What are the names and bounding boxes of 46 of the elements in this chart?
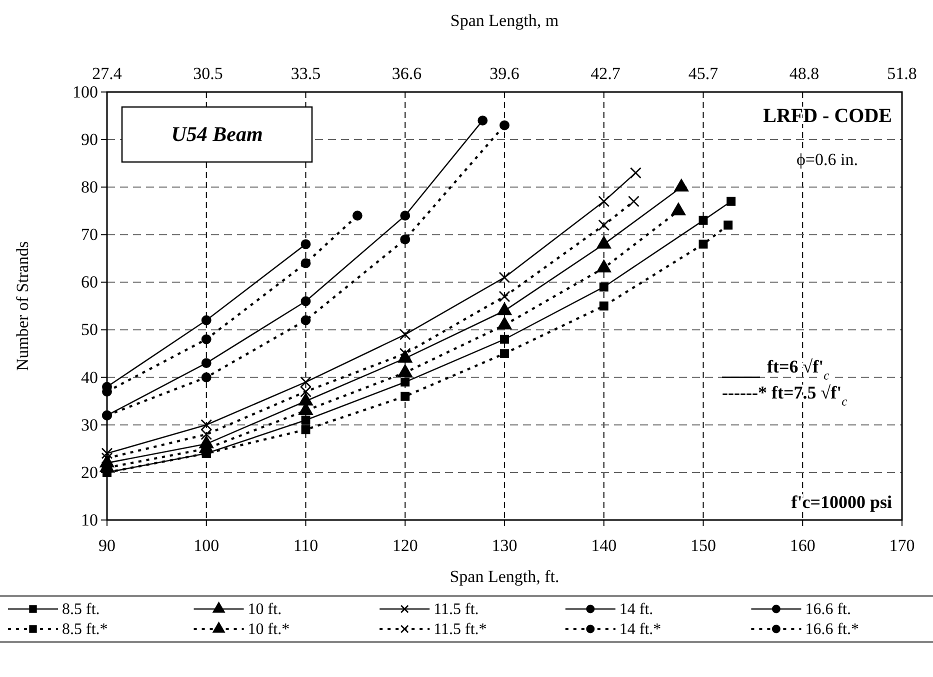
x2-axis-title: Span Length, m: [450, 11, 559, 30]
y-tick-label: 80: [81, 178, 98, 197]
annotation: ϕ=0.6 in.: [796, 150, 858, 169]
y-tick-label: 60: [81, 272, 98, 292]
x-tick-label: 100: [194, 536, 220, 556]
y-tick-label: 10: [81, 510, 98, 530]
x-tick-label: 120: [392, 536, 418, 556]
x2-tick-label: 30.5: [193, 64, 223, 83]
y-tick-label: 70: [81, 225, 98, 244]
x-tick-label: 150: [690, 536, 716, 556]
legend-label: 11.5 ft.*: [434, 621, 487, 638]
legend-label: 16.6 ft.*: [805, 621, 859, 638]
x2-tick-label: 42.7: [590, 64, 621, 83]
x-axis-title: Span Length, ft.: [450, 567, 560, 586]
x-tick-label: 170: [889, 536, 915, 556]
annotation: LRFD - CODE: [763, 105, 892, 127]
legend-label: 11.5 ft.: [434, 601, 479, 618]
legend-label: 10 ft.*: [248, 621, 290, 638]
y-tick-label: 20: [81, 462, 98, 482]
annotation: ------* ft=7.5 √f'$_{c}$: [722, 382, 848, 409]
x-tick-label: 160: [790, 536, 816, 556]
legend-label: 14 ft.*: [619, 621, 662, 638]
x2-tick-label: 27.4: [92, 64, 122, 83]
y-tick-label: 40: [81, 368, 98, 387]
x2-tick-label: 51.8: [887, 64, 917, 83]
x2-tick-label: 36.6: [392, 64, 422, 83]
legend-label: 16.6 ft.: [805, 601, 851, 618]
y-tick-label: 90: [81, 130, 98, 149]
x-tick-label: 90: [98, 536, 116, 556]
y-tick-label: 30: [81, 415, 98, 434]
x-tick-label: 110: [293, 536, 318, 556]
annotation: f'c=10000 psi: [791, 492, 892, 512]
legend-label: 10 ft.: [248, 601, 282, 618]
legend-label: 8.5 ft.: [62, 601, 100, 618]
x2-tick-label: 45.7: [688, 64, 719, 83]
y-tick-label: 50: [81, 320, 98, 340]
y-tick-label: 100: [72, 82, 98, 102]
x2-tick-label: 33.5: [290, 64, 321, 83]
x-tick-label: 140: [591, 536, 617, 556]
legend-label: 14 ft.: [619, 601, 654, 618]
x2-tick-label: 39.6: [490, 64, 520, 83]
annotation: U54 Beam: [171, 122, 263, 146]
y-axis-title: Number of Strands: [13, 241, 32, 371]
legend-label: 8.5 ft.*: [62, 621, 108, 638]
x2-tick-label: 48.8: [789, 64, 820, 83]
x-tick-label: 130: [492, 536, 518, 556]
